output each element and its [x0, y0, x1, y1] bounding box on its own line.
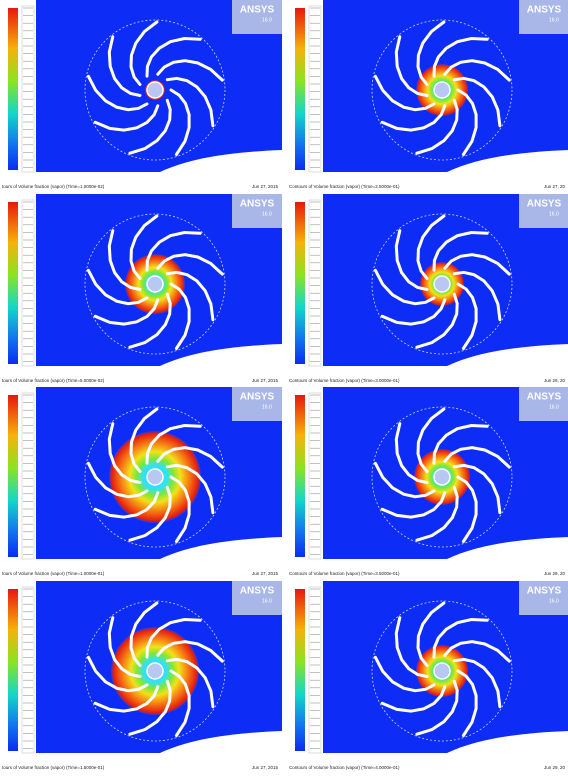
contour-panel: ANSYS16.0 tours of Volume fraction (vapor… [0, 0, 282, 192]
contour-panel: ANSYS 16.0 Contours of Volume fraction (va… [287, 194, 568, 386]
date: Jun 29, 20 [544, 765, 566, 770]
logo-version: 16.0 [262, 404, 272, 410]
logo-version: 16.0 [549, 404, 559, 410]
date: Jun 27, 20 [544, 184, 566, 189]
date: Jun 29, 20 [544, 571, 566, 576]
hub [434, 663, 450, 679]
logo-brand: ANSYS [240, 392, 275, 403]
contour-panel: ANSYS 16.0 tours of Volume fraction (vapor… [0, 581, 282, 773]
date: Jun 27, 2015 [252, 378, 279, 383]
caption: tours of Volume fraction (vapor) (Time=5… [2, 378, 105, 383]
panel-image: ANSYS 16.0 Contours of Volume fraction (va… [287, 194, 568, 386]
colorbar [295, 8, 305, 170]
date: Jun 27, 2015 [252, 765, 279, 770]
hub [147, 276, 163, 292]
date: Jun 27, 2015 [252, 571, 279, 576]
logo-brand: ANSYS [527, 198, 562, 209]
colorbar [8, 202, 18, 364]
logo-brand: ANSYS [240, 585, 275, 596]
hub [147, 663, 163, 679]
caption: Contours of Volume fraction (vapor) (Tim… [289, 571, 400, 576]
logo-version: 16.0 [549, 211, 559, 217]
colorbar [295, 202, 305, 364]
hub [434, 82, 450, 98]
logo-version: 16.0 [549, 17, 559, 23]
caption: tours of Volume fraction (vapor) (Time=1… [2, 765, 105, 770]
colorbar [8, 8, 18, 170]
hub [147, 469, 163, 485]
caption: Contours of Volume fraction (vapor) (Tim… [289, 184, 400, 189]
logo-version: 16.0 [262, 598, 272, 604]
logo-version: 16.0 [262, 17, 272, 23]
logo-version: 16.0 [549, 598, 559, 604]
panel-image: ANSYS 16.0 tours of Volume fraction (vapor… [0, 581, 282, 773]
panel-image: ANSYS 16.0 Contours of Volume fraction (va… [287, 581, 568, 773]
logo-brand: ANSYS [527, 585, 562, 596]
caption: Contours of Volume fraction (vapor) (Tim… [289, 378, 400, 383]
colorbar [295, 589, 305, 751]
caption: tours of Volume fraction (vapor) (Time=1… [2, 184, 105, 189]
contour-panel: ANSYS 16.0 tours of Volume fraction (vapor… [0, 194, 282, 386]
date: Jun 27, 2015 [252, 184, 279, 189]
logo-brand: ANSYS [527, 5, 562, 16]
hub [434, 469, 450, 485]
logo-brand: ANSYS [527, 392, 562, 403]
panel-image: ANSYS16.0 Contours of Volume fraction (va… [287, 0, 568, 192]
caption: tours of Volume fraction (vapor) (Time=1… [2, 571, 105, 576]
colorbar [8, 589, 18, 751]
date: Jun 29, 20 [544, 378, 566, 383]
contour-panel: ANSYS 16.0 Contours of Volume fraction (va… [287, 581, 568, 773]
colorbar [295, 395, 305, 557]
logo-brand: ANSYS [240, 5, 275, 16]
hub [147, 82, 163, 98]
logo-brand: ANSYS [240, 198, 275, 209]
hub [434, 276, 450, 292]
logo-version: 16.0 [262, 211, 272, 217]
caption: Contours of Volume fraction (vapor) (Tim… [289, 765, 400, 770]
panel-image: ANSYS 16.0 tours of Volume fraction (vapor… [0, 194, 282, 386]
colorbar [8, 395, 18, 557]
figure-grid: ANSYS16.0tours of Volume fraction (vapor… [0, 0, 568, 774]
